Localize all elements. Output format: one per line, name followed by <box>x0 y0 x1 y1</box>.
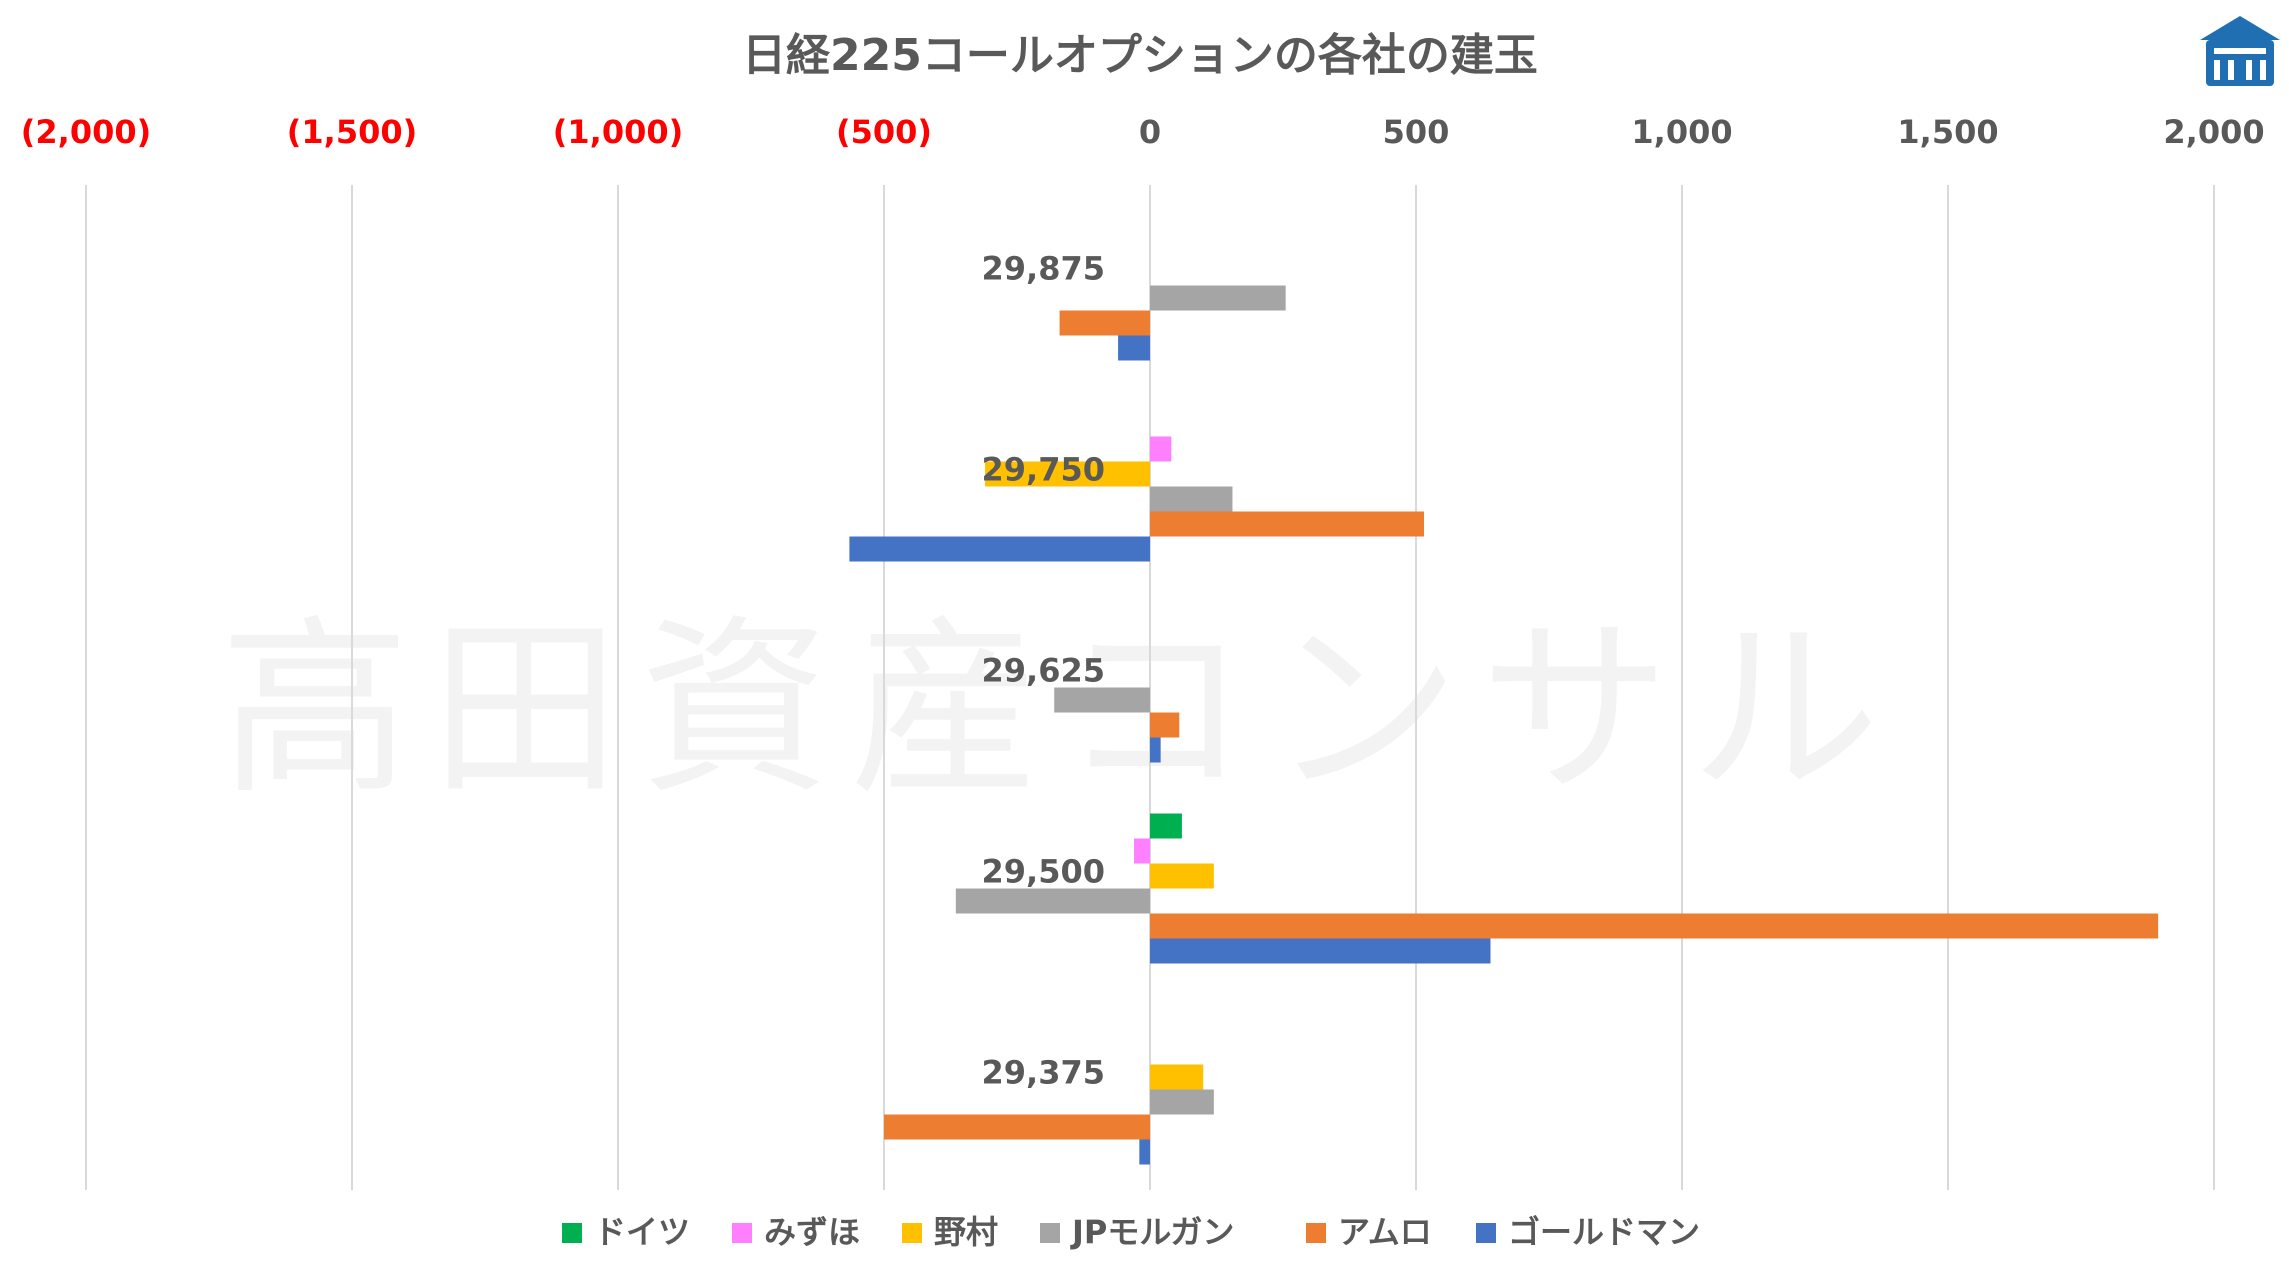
legend-label: みずほ <box>764 1213 860 1251</box>
bar <box>1150 863 1214 889</box>
bar <box>1118 335 1150 361</box>
bar <box>1150 1089 1214 1115</box>
x-tick-label: (2,000) <box>21 113 151 151</box>
legend-swatch <box>902 1223 922 1243</box>
bar <box>1150 712 1180 738</box>
building-logo-icon <box>2200 16 2280 86</box>
bar <box>1054 687 1150 713</box>
bars <box>849 285 2159 1165</box>
bar <box>1134 838 1150 864</box>
legend-swatch <box>1306 1223 1326 1243</box>
legend-label: アムロ <box>1338 1213 1432 1251</box>
legend-swatch <box>562 1223 582 1243</box>
category-labels: 29,875 29,750 29,625 29,500 29,375 <box>982 250 1105 1092</box>
legend: ドイツ みずほ 野村 JPモルガン アムロ ゴールドマン <box>562 1213 1700 1251</box>
category-label: 29,875 <box>982 250 1105 288</box>
bar <box>1150 813 1182 839</box>
legend-swatch <box>1040 1223 1060 1243</box>
x-tick-label: 0 <box>1139 113 1161 151</box>
legend-label: 野村 <box>934 1213 998 1251</box>
legend-swatch <box>732 1223 752 1243</box>
gridlines <box>85 185 2215 1190</box>
bar <box>1150 938 1491 964</box>
bar <box>955 888 1150 914</box>
legend-label: ゴールドマン <box>1508 1213 1700 1251</box>
chart-title: 日経225コールオプションの各社の建玉 <box>742 30 1538 81</box>
bar <box>1150 285 1286 311</box>
bar <box>884 1114 1150 1140</box>
x-tick-label: (1,500) <box>287 113 417 151</box>
legend-label: ドイツ <box>594 1213 690 1251</box>
x-tick-label: (500) <box>836 113 932 151</box>
x-axis-ticks: (2,000) (1,500) (1,000) (500) 0 500 1,000 1,500… <box>21 113 2265 151</box>
bar <box>1139 1139 1150 1165</box>
bar <box>1150 486 1233 512</box>
bar <box>849 536 1150 562</box>
x-tick-label: 2,000 <box>2163 113 2264 151</box>
bar <box>1150 913 2159 939</box>
bar <box>1059 310 1150 336</box>
category-label: 29,500 <box>982 853 1105 891</box>
bar <box>1150 511 1424 537</box>
x-tick-label: 500 <box>1383 113 1450 151</box>
category-label: 29,375 <box>982 1054 1105 1092</box>
bar <box>985 461 1150 487</box>
x-tick-label: 1,500 <box>1897 113 1998 151</box>
category-label: 29,625 <box>982 652 1105 690</box>
bar <box>1150 436 1172 462</box>
legend-label: JPモルガン <box>1070 1213 1234 1251</box>
bar <box>1150 737 1161 763</box>
x-tick-label: 1,000 <box>1631 113 1732 151</box>
category-label: 29,750 <box>982 451 1105 489</box>
x-tick-label: (1,000) <box>553 113 683 151</box>
watermark-text: 高田資産コンサル <box>220 599 1900 820</box>
legend-swatch <box>1476 1223 1496 1243</box>
bar <box>1150 1064 1204 1090</box>
